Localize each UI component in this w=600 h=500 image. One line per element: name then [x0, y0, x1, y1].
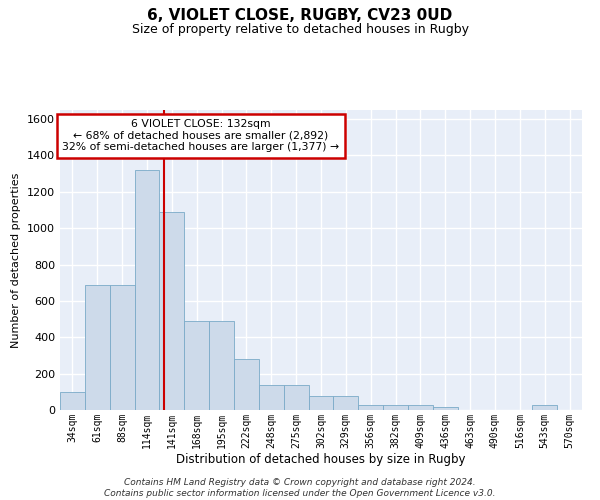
- Text: Size of property relative to detached houses in Rugby: Size of property relative to detached ho…: [131, 22, 469, 36]
- Bar: [160, 212, 184, 410]
- Text: 6 VIOLET CLOSE: 132sqm
← 68% of detached houses are smaller (2,892)
32% of semi-: 6 VIOLET CLOSE: 132sqm ← 68% of detached…: [62, 119, 340, 152]
- Bar: [408, 404, 433, 410]
- Bar: [284, 384, 308, 410]
- Y-axis label: Number of detached properties: Number of detached properties: [11, 172, 22, 348]
- Bar: [209, 321, 234, 410]
- Text: Distribution of detached houses by size in Rugby: Distribution of detached houses by size …: [176, 452, 466, 466]
- Bar: [358, 404, 383, 410]
- Bar: [234, 359, 259, 410]
- Bar: [383, 404, 408, 410]
- Bar: [308, 396, 334, 410]
- Bar: [134, 170, 160, 410]
- Bar: [85, 284, 110, 410]
- Bar: [110, 284, 134, 410]
- Text: 6, VIOLET CLOSE, RUGBY, CV23 0UD: 6, VIOLET CLOSE, RUGBY, CV23 0UD: [148, 8, 452, 22]
- Bar: [433, 408, 458, 410]
- Bar: [259, 384, 284, 410]
- Bar: [60, 392, 85, 410]
- Bar: [334, 396, 358, 410]
- Bar: [532, 406, 557, 410]
- Bar: [184, 321, 209, 410]
- Text: Contains HM Land Registry data © Crown copyright and database right 2024.
Contai: Contains HM Land Registry data © Crown c…: [104, 478, 496, 498]
